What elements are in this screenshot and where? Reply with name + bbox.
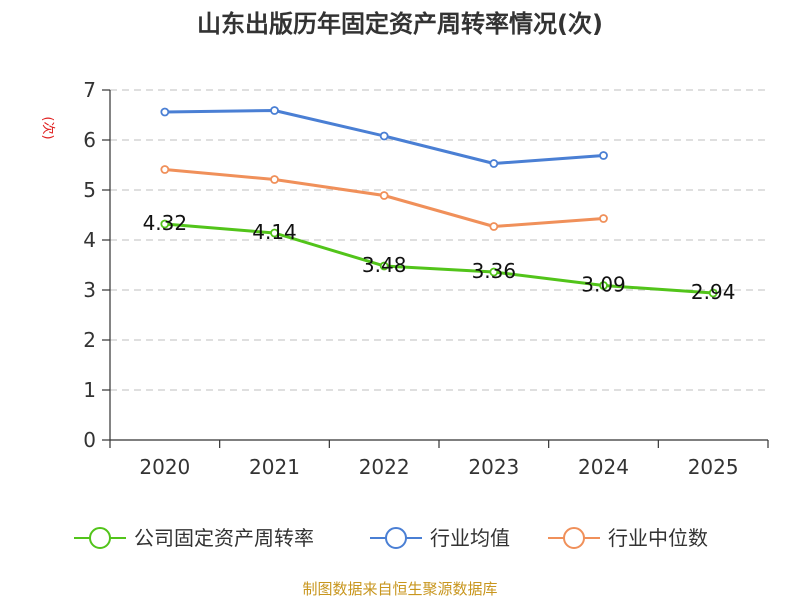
- y-axis-label: (次): [40, 116, 56, 139]
- x-tick-label: 2021: [249, 455, 300, 479]
- data-point: [379, 261, 389, 271]
- data-label: 2.94: [691, 280, 736, 304]
- data-point: [708, 288, 718, 298]
- legend: 公司固定资产周转率 行业均值 行业中位数: [74, 526, 708, 550]
- legend-swatch-marker: [385, 527, 407, 549]
- data-point: [160, 219, 170, 229]
- data-label: 3.36: [472, 259, 517, 283]
- y-tick-label: 3: [83, 278, 96, 302]
- chart-title: 山东出版历年固定资产周转率情况(次): [197, 10, 603, 38]
- data-label: 3.48: [362, 253, 407, 277]
- data-point: [160, 165, 170, 174]
- legend-label: 公司固定资产周转率: [134, 526, 314, 550]
- legend-swatch-marker: [89, 527, 111, 549]
- y-tick-label: 0: [83, 428, 96, 452]
- series-line: [164, 222, 714, 295]
- data-point: [489, 222, 499, 231]
- y-tick-label: 4: [83, 228, 96, 252]
- x-tick-label: 2024: [578, 455, 629, 479]
- y-tick-label: 2: [83, 328, 96, 352]
- series-lines: [160, 106, 718, 298]
- data-point: [270, 228, 279, 238]
- data-point: [599, 214, 608, 223]
- x-tick-label: 2025: [688, 455, 739, 479]
- data-point: [270, 175, 279, 184]
- data-point: [379, 131, 389, 141]
- data-label: 4.32: [143, 211, 188, 235]
- data-point: [599, 281, 608, 290]
- y-tick-label: 7: [83, 78, 96, 102]
- legend-label: 行业中位数: [608, 526, 708, 550]
- data-point: [160, 107, 170, 117]
- source-note: 制图数据来自恒生聚源数据库: [302, 580, 497, 598]
- y-tick-label: 6: [83, 128, 96, 152]
- data-point: [489, 267, 499, 277]
- y-tick-label: 5: [83, 178, 96, 202]
- legend-label: 行业均值: [430, 526, 510, 550]
- grid-lines: [110, 89, 768, 391]
- x-tick-label: 2020: [139, 455, 190, 479]
- data-point: [379, 191, 389, 200]
- y-tick-label: 1: [83, 378, 96, 402]
- data-label: 4.14: [252, 220, 297, 244]
- data-point: [599, 151, 608, 160]
- data-labels: 4.32 4.14 3.48 3.36 3.09 2.94: [143, 211, 736, 304]
- legend-swatch-marker: [563, 527, 585, 549]
- data-point: [270, 106, 279, 115]
- axes: 0 1 2 3 4 5 6 7 2020 2021 2022 2023 2024 2025: [83, 78, 769, 479]
- data-label: 3.09: [581, 273, 626, 297]
- data-point: [489, 159, 499, 168]
- x-tick-label: 2022: [359, 455, 410, 479]
- x-tick-label: 2023: [468, 455, 519, 479]
